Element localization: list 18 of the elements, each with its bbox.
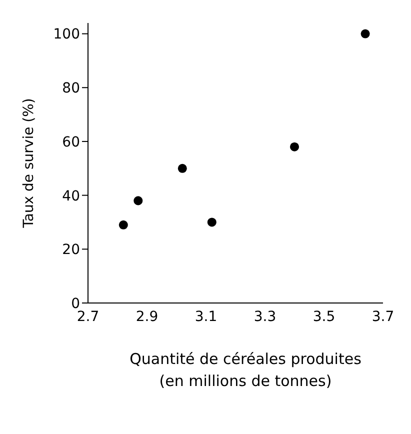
point bbox=[178, 164, 187, 173]
x-axis-title: Quantité de céréales produites (en millions de tonnes) bbox=[128, 349, 362, 392]
y-tick-label: 20 bbox=[62, 242, 80, 258]
point bbox=[290, 142, 300, 152]
x-tick-label: 3.3 bbox=[254, 308, 276, 325]
y-tick-label: 80 bbox=[62, 80, 80, 97]
y-tick-label: 100 bbox=[53, 26, 80, 43]
point bbox=[118, 220, 128, 230]
x-tick-label: 3.7 bbox=[372, 308, 394, 325]
point bbox=[134, 196, 143, 206]
y-tick-label: 60 bbox=[62, 134, 80, 150]
point bbox=[207, 218, 216, 227]
x-tick-label: 3.1 bbox=[194, 308, 218, 325]
x-tick-label: 3.5 bbox=[312, 308, 336, 325]
y-axis-title: Taux de survie (%) bbox=[20, 98, 37, 229]
x-tick-label: 2.9 bbox=[136, 308, 158, 325]
point bbox=[360, 29, 370, 38]
y-tick-label: 40 bbox=[62, 188, 80, 204]
